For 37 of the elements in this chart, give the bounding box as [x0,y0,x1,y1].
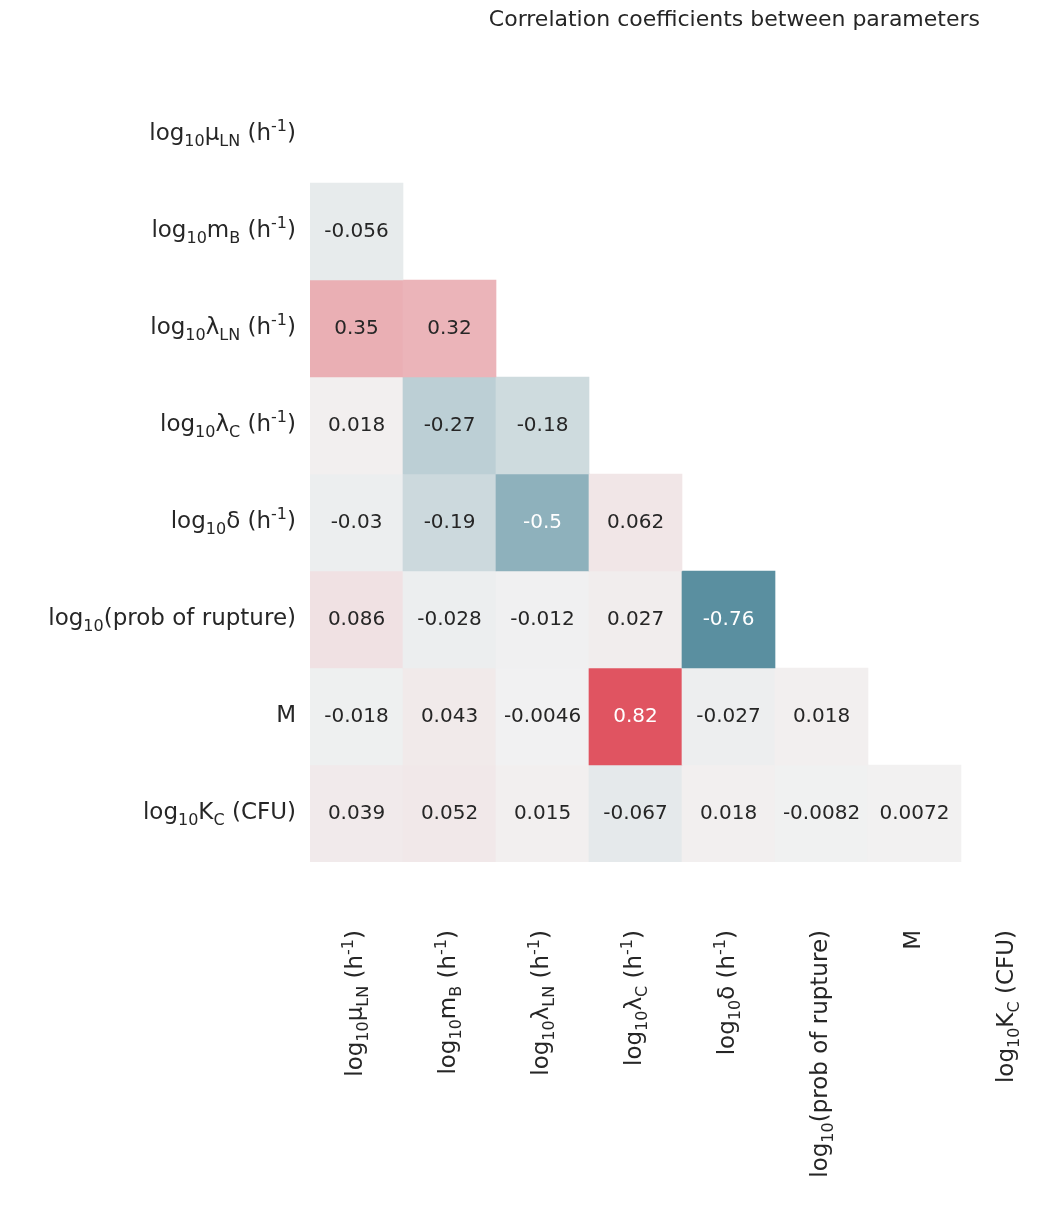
x-tick-label: log10KC (CFU) [992,929,1023,1084]
data-label: 0.039 [327,799,386,824]
data-label: 0.35 [334,314,379,339]
x-tick-label: log10δ (h-1) [709,929,744,1056]
data-label: 0.82 [613,702,658,727]
data-label: 0.018 [699,799,758,824]
data-label: 0.043 [420,702,479,727]
data-label: -0.012 [510,605,575,630]
data-label: -0.0046 [503,702,582,727]
data-label: 0.027 [606,605,665,630]
data-label: -0.027 [696,702,761,727]
data-label: -0.27 [423,411,476,436]
data-label: 0.018 [792,702,851,727]
x-tick-label: M [899,929,926,950]
chart-title: Correlation coefficients between parameters [488,5,980,31]
y-tick-label: M [276,701,297,728]
data-label: 0.052 [420,799,479,824]
data-label: -0.028 [417,605,482,630]
data-label: -0.5 [522,508,563,533]
data-label: 0.32 [427,314,472,339]
x-tick-label: log10mB (h-1) [430,929,465,1075]
x-tick-label: log10λC (h-1) [616,929,651,1066]
data-label: 0.015 [513,799,572,824]
data-label: 0.062 [606,508,665,533]
x-tick-label: log10(prob of rupture) [806,929,837,1178]
data-label: -0.0082 [782,799,861,824]
x-tick-label: log10λLN (h-1) [523,929,558,1076]
data-label: 0.0072 [879,799,950,824]
data-label: -0.76 [702,605,755,630]
data-label: 0.086 [327,605,386,630]
data-label: 0.018 [327,411,386,436]
data-label: -0.03 [330,508,383,533]
data-label: -0.19 [423,508,476,533]
data-label: -0.018 [324,702,389,727]
data-label: -0.056 [324,217,389,242]
data-label: -0.18 [516,411,569,436]
data-label: -0.067 [603,799,668,824]
